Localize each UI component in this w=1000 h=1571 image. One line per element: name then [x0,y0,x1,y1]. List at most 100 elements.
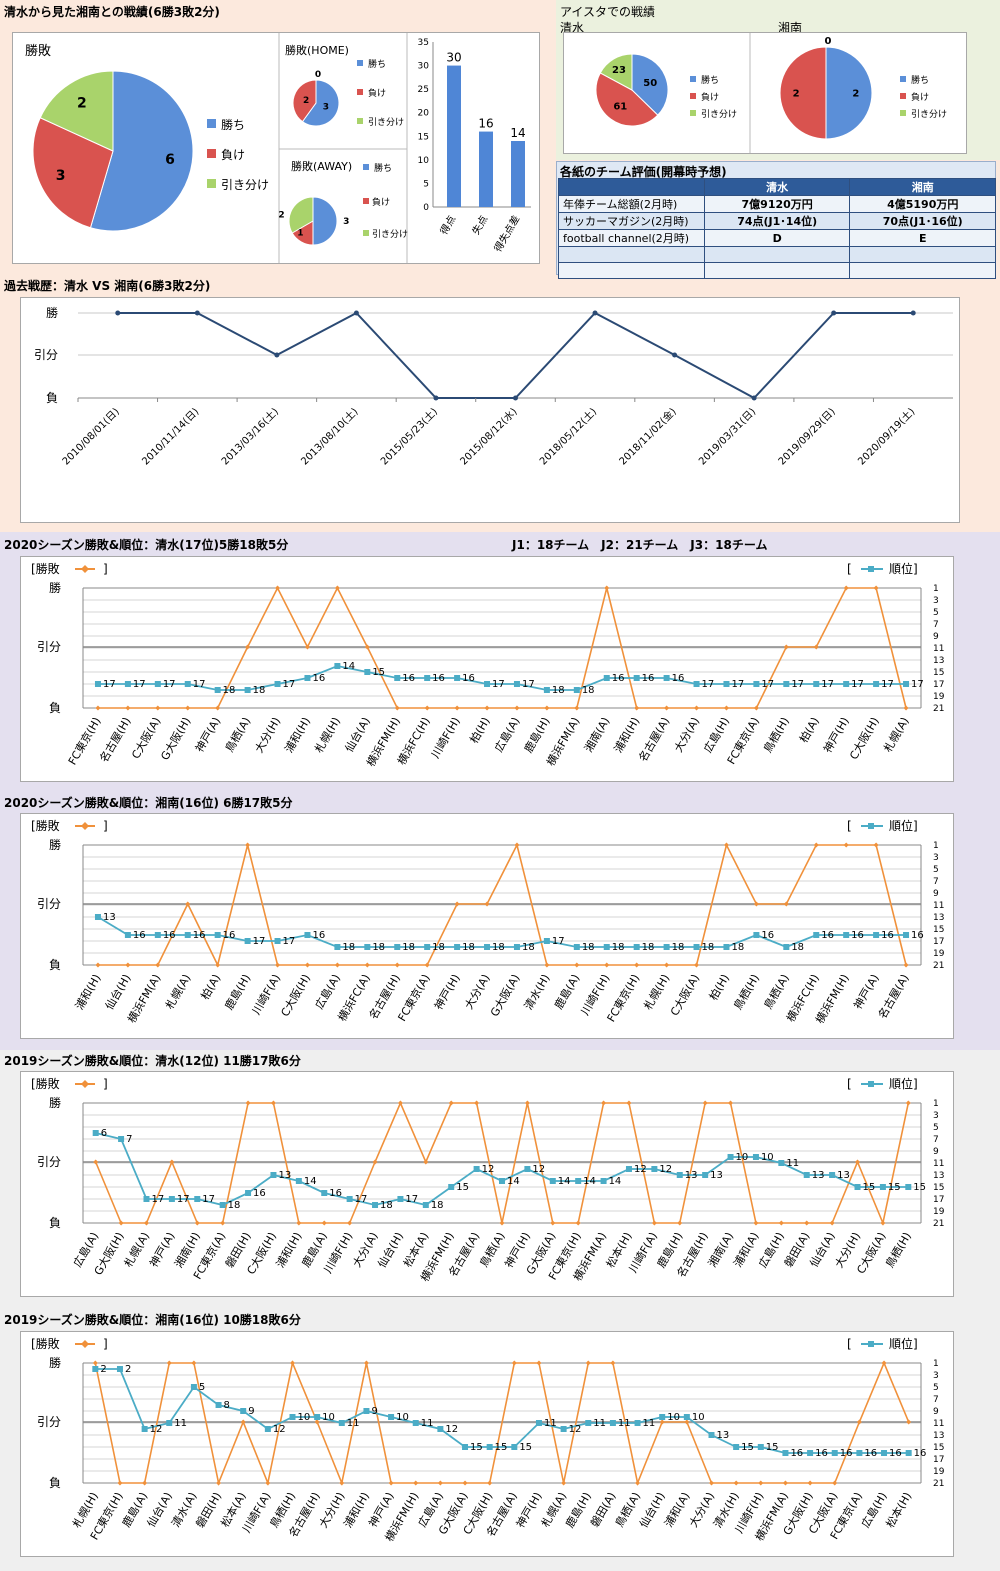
rank-point-label: 12 [150,1424,163,1435]
result-point [499,1220,505,1226]
result-point [185,705,191,711]
result-point [245,1100,251,1106]
opponent-label: 柏(A) [796,715,822,745]
rank-point [625,1166,632,1172]
eval-cell-shimizu: 74点(J1･14位) [703,212,851,230]
rank-axis-tick: 11 [933,1159,944,1169]
rank-point-label: 18 [372,942,385,953]
rank-point [693,681,700,687]
result-point [448,1100,454,1106]
goals-x-tick: 失点 [469,213,490,237]
rank-legend-open: [ [847,1337,852,1351]
season-2019-shonan-title: 2019シーズン勝敗&順位：湘南(16位) 10勝18敗6分 [4,1313,301,1327]
home-legend-swatch [357,118,363,124]
rank-point-label: 16 [163,930,176,941]
away-legend-swatch [363,198,369,204]
result-point [723,705,729,711]
home-slice-label: 2 [303,96,309,106]
ais-shimizu-slice [595,72,659,127]
rank-point [214,932,221,938]
opponent-label: 鳥栖(A) [222,715,253,755]
rank-point [663,675,670,681]
rank-point [94,914,101,920]
goals-x-tick: 得失点差 [491,213,522,254]
rank-point-label: 10 [322,1412,335,1423]
rank-legend-open: [ [847,562,852,576]
rank-axis-tick: 9 [933,889,939,899]
rank-point-label: 17 [283,679,296,690]
rank-axis-tick: 13 [933,1431,944,1441]
ais-shonan-slice-label: 2 [852,89,859,100]
rank-point-label: 12 [532,1164,545,1175]
rank-point [511,1444,518,1450]
rank-point [363,1408,370,1414]
history-point [433,395,439,401]
rank-point-label: 17 [731,679,744,690]
rank-point-label: 14 [609,1176,622,1187]
rank-point-label: 16 [864,1448,877,1459]
rank-point [603,675,610,681]
away-slice [312,196,338,246]
rank-point-label: 17 [492,679,505,690]
rank-point-label: 13 [837,1170,850,1181]
result-point [634,705,640,711]
history-point [910,310,916,316]
rank-point-label: 11 [174,1418,187,1429]
result-y-label: 負 [49,1216,61,1230]
result-legend-close: ] [103,562,108,576]
result-point [487,1480,493,1486]
rank-point-label: 16 [312,930,325,941]
rank-point-label: 18 [432,942,445,953]
rank-point-label: 16 [914,1448,927,1459]
result-point [364,644,370,650]
eval-cell-shimizu: D [703,229,851,247]
rank-point-label: 2 [100,1364,106,1375]
rank-point-label: 18 [702,942,715,953]
rank-point-label: 17 [151,1194,164,1205]
rank-line [95,1368,909,1454]
history-point [592,310,598,316]
rank-point [683,1414,690,1420]
rank-point-label: 18 [431,1200,444,1211]
eval-header-row: 清水 湘南 [558,178,996,196]
rank-point [702,1172,709,1178]
result-point [275,962,281,968]
rank-point-label: 18 [582,942,595,953]
ais-shimizu-legend-swatch [690,93,696,99]
result-point [215,962,221,968]
rank-point-label: 16 [223,930,236,941]
result-point [709,1480,714,1486]
ais-shimizu-slice-label: 50 [643,78,657,89]
result-point [424,962,430,968]
rank-legend-marker [868,1341,874,1347]
rank-point-label: 16 [815,1448,828,1459]
result-point [118,1220,124,1226]
result-point [610,1360,616,1366]
result-point [880,1220,886,1226]
history-point [115,310,121,316]
rank-point [543,938,550,944]
history-title: 過去戦歴：清水 VS 湘南(6勝3敗2分) [4,279,211,293]
result-point [829,1220,835,1226]
rank-axis-tick: 13 [933,913,944,923]
rank-point-label: 16 [329,1188,342,1199]
rank-point [168,1196,175,1202]
rank-point-label: 15 [863,1182,876,1193]
rank-point [633,675,640,681]
rank-point [484,681,491,687]
eval-cell-shonan [849,246,996,263]
rank-point [560,1426,567,1432]
result-point [191,1360,197,1366]
overall-legend-label: 負け [221,148,245,162]
rank-point-label: 16 [821,930,834,941]
rank-point [603,944,610,950]
rank-point-label: 16 [642,673,655,684]
rank-point [473,1166,480,1172]
aistadium-shonan-label: 湘南 [778,21,803,35]
rank-axis-tick: 3 [933,596,939,606]
history-y-label: 負 [46,391,58,405]
result-point [664,705,670,711]
rank-axis-tick: 15 [933,668,944,678]
rank-point-label: 13 [710,1170,723,1181]
opponent-label: 鳥栖(H) [882,1230,914,1271]
